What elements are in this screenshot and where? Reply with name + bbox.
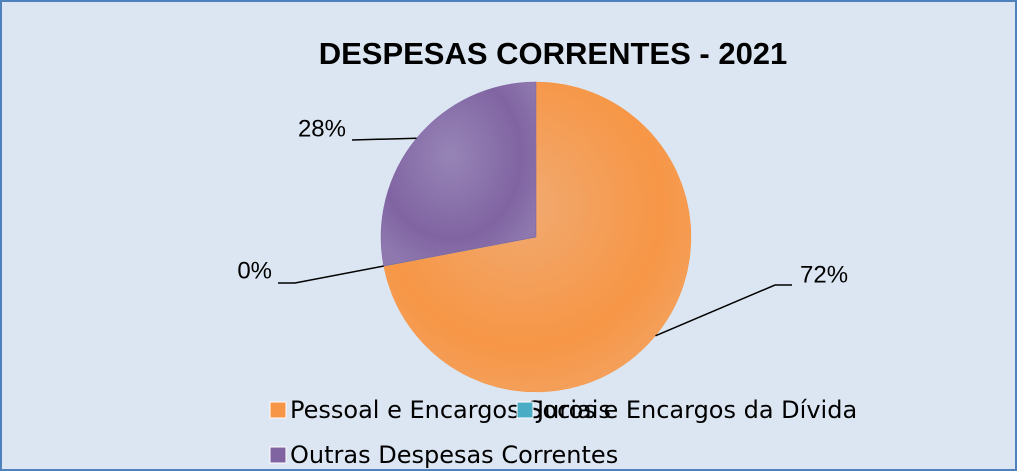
legend-label: Outras Despesas Correntes xyxy=(290,441,618,469)
legend-swatch xyxy=(516,401,534,419)
chart-title: DESPESAS CORRENTES - 2021 xyxy=(319,36,788,71)
leader-line xyxy=(655,284,792,337)
pie-slice xyxy=(380,81,537,267)
legend-label: Pessoal e Encargos Sociais xyxy=(290,396,611,424)
legend-swatch xyxy=(269,401,287,419)
leader-line xyxy=(278,265,384,284)
data-label: 72% xyxy=(800,261,848,288)
data-label: 0% xyxy=(237,257,272,284)
pie-slice xyxy=(383,81,692,393)
legend-swatch xyxy=(269,446,287,464)
legend-label: Juros e Encargos da Dívida xyxy=(535,396,857,424)
data-label: 28% xyxy=(298,115,346,142)
leader-line xyxy=(351,137,417,141)
